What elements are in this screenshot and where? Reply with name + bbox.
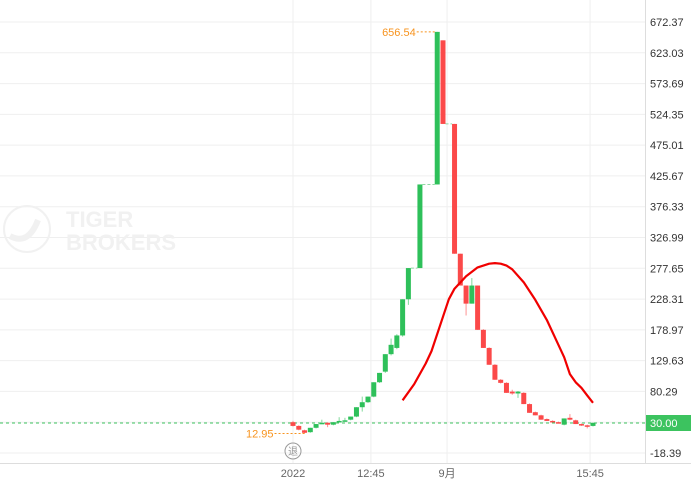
candle <box>475 285 481 330</box>
annotations: 656.54 12.95 <box>246 27 435 440</box>
y-tick-label: 129.63 <box>650 356 684 368</box>
candle <box>457 253 463 286</box>
low-label: 12.95 <box>246 428 274 440</box>
candle <box>302 430 308 433</box>
candle <box>561 418 567 425</box>
x-axis: 2022 12:45 9月 15:45 <box>0 463 691 480</box>
candle <box>348 416 354 420</box>
x-tick-label: 9月 <box>438 468 455 480</box>
x-tick-label: 15:45 <box>576 468 604 480</box>
candle <box>325 422 331 425</box>
candle <box>296 425 302 430</box>
candle <box>503 382 509 393</box>
candle <box>377 372 383 383</box>
candle <box>515 391 521 394</box>
candle <box>359 402 365 408</box>
y-tick-label: 277.65 <box>650 263 684 275</box>
watermark-text-1: TIGER <box>66 207 133 232</box>
candle <box>578 424 584 426</box>
candle <box>469 285 475 304</box>
candle <box>555 422 561 424</box>
watermark-text-2: BROKERS <box>66 230 176 255</box>
delisted-badge[interactable]: 退 <box>284 442 302 460</box>
candle <box>498 379 504 383</box>
grid <box>0 0 645 463</box>
candle <box>480 329 486 348</box>
x-tick-label: 2022 <box>281 468 305 480</box>
y-tick-label: 672.37 <box>650 17 684 29</box>
y-tick-label: 80.29 <box>650 386 678 398</box>
candle <box>452 123 458 254</box>
candle <box>521 392 527 405</box>
candle <box>313 424 319 428</box>
moving-average-line <box>401 262 594 404</box>
candle <box>486 347 492 365</box>
candle <box>567 417 573 420</box>
y-tick-label: 326.99 <box>650 233 684 245</box>
y-tick-label: 524.35 <box>650 109 684 121</box>
y-tick-label: 475.01 <box>650 140 684 152</box>
candle <box>365 396 371 403</box>
candle <box>371 382 377 397</box>
candle <box>417 184 423 269</box>
candle <box>590 422 596 426</box>
candle <box>394 335 400 348</box>
candle <box>440 40 446 124</box>
candle <box>382 354 388 372</box>
candle <box>353 407 359 417</box>
y-tick-label: 573.69 <box>650 79 684 91</box>
y-tick-label: 178.97 <box>650 325 684 337</box>
x-tick-label: 12:45 <box>357 468 385 480</box>
candle <box>532 412 538 416</box>
candle <box>405 268 411 300</box>
candle <box>527 404 533 413</box>
candle <box>538 415 544 420</box>
y-tick-label: 228.31 <box>650 294 684 306</box>
candle <box>434 31 440 185</box>
candle <box>463 285 469 304</box>
current-price-badge: 30.00 <box>646 415 691 431</box>
y-tick-label: 376.33 <box>650 202 684 214</box>
high-label: 656.54 <box>382 27 416 39</box>
candle <box>307 427 313 433</box>
y-tick-label: -18.39 <box>650 448 681 460</box>
candle <box>319 422 325 425</box>
watermark-logo: TIGER BROKERS <box>3 205 176 255</box>
candle <box>584 425 590 427</box>
delisted-badge-label: 退 <box>288 446 298 458</box>
candle <box>330 422 336 425</box>
candle <box>573 420 579 425</box>
y-tick-label: 623.03 <box>650 48 684 60</box>
y-tick-label: 425.67 <box>650 171 684 183</box>
candle <box>544 419 550 421</box>
candle <box>492 364 498 380</box>
current-price-label: 30.00 <box>650 418 678 430</box>
candle <box>550 420 556 423</box>
candle <box>290 422 296 426</box>
candle <box>388 344 394 355</box>
candles <box>290 31 596 434</box>
candle <box>509 391 515 394</box>
candle <box>342 420 348 422</box>
candle <box>400 299 406 336</box>
y-axis: 672.37 623.03 573.69 524.35 475.01 425.67 376.… <box>645 0 684 463</box>
candle <box>336 420 342 423</box>
